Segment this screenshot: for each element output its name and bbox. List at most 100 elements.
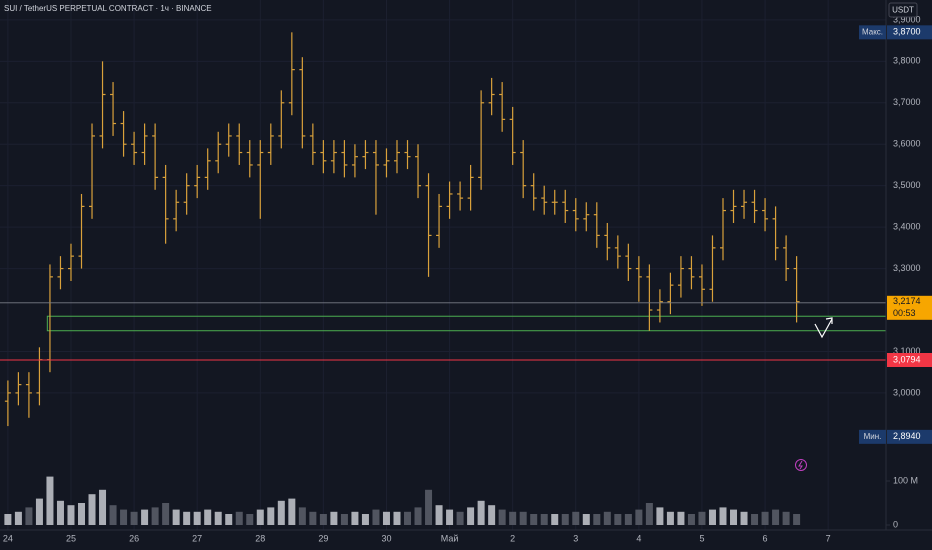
marker-label: 2,8940 — [893, 431, 921, 441]
volume-bar — [498, 509, 506, 525]
volume-bar — [225, 514, 233, 525]
volume-bar — [14, 511, 22, 525]
volume-bar — [393, 511, 401, 525]
volume-bar — [151, 507, 159, 525]
volume-bar — [677, 511, 685, 525]
volume-bar — [572, 511, 580, 525]
volume-bar — [603, 511, 611, 525]
volume-bar — [425, 489, 433, 525]
volume-bar — [467, 507, 475, 525]
volume-bar — [183, 511, 191, 525]
x-tick-label: 28 — [255, 533, 265, 543]
volume-bar — [130, 511, 138, 525]
volume-bar — [645, 503, 653, 525]
volume-bar — [120, 509, 128, 525]
volume-bar — [793, 514, 801, 525]
volume-bar — [67, 505, 75, 525]
x-tick-label: 29 — [318, 533, 328, 543]
x-tick-label: 26 — [129, 533, 139, 543]
x-tick-label: Май — [441, 533, 459, 543]
x-tick-label: 25 — [66, 533, 76, 543]
volume-bar — [477, 500, 485, 525]
volume-bar — [708, 509, 716, 525]
volume-bar — [561, 514, 569, 525]
volume-bar — [740, 511, 748, 525]
y-tick-label: 3,1000 — [893, 346, 921, 356]
marker-badge — [887, 429, 932, 444]
drawing-arrow[interactable] — [814, 318, 833, 339]
event-icon-bolt — [798, 460, 803, 470]
volume-bar — [519, 511, 527, 525]
marker-badge — [887, 25, 932, 40]
x-tick-label: 3 — [573, 533, 578, 543]
volume-bar — [761, 511, 769, 525]
marker-name-box — [859, 429, 886, 444]
volume-bar — [372, 509, 380, 525]
volume-bar — [162, 503, 170, 525]
marker-name: Макс. — [862, 27, 883, 36]
volume-bar — [751, 514, 759, 525]
volume-bar — [78, 503, 86, 525]
event-icon[interactable] — [795, 459, 807, 471]
volume-bar — [719, 507, 727, 525]
volume-bar — [319, 514, 327, 525]
volume-bar — [172, 509, 180, 525]
drawing-arrow-head[interactable] — [825, 317, 833, 324]
x-tick-label: 30 — [381, 533, 391, 543]
y-tick-label: 3,4000 — [893, 222, 921, 232]
volume-bar — [382, 511, 390, 525]
volume-bar — [193, 511, 201, 525]
volume-bar — [509, 511, 517, 525]
volume-bar — [698, 511, 706, 525]
volume-bar — [656, 507, 664, 525]
volume-bar — [267, 507, 275, 525]
currency-label[interactable]: USDT — [892, 6, 914, 15]
last-price-badge — [887, 295, 932, 320]
volume-bar — [540, 514, 548, 525]
volume-bar — [782, 511, 790, 525]
alert-badge — [887, 353, 932, 368]
y-tick-label: 3,9000 — [893, 14, 921, 24]
volume-bar — [488, 505, 496, 525]
volume-bar — [235, 511, 243, 525]
volume-bar — [666, 511, 674, 525]
y-tick-label: 3,8000 — [893, 56, 921, 66]
x-tick-label: 7 — [826, 533, 831, 543]
x-tick-label: 6 — [763, 533, 768, 543]
x-tick-label: 27 — [192, 533, 202, 543]
marker-name-box — [859, 25, 886, 40]
volume-bar — [256, 509, 264, 525]
volume-bar — [361, 514, 369, 525]
volume-bar — [582, 514, 590, 525]
axis-layer: 3,9000 3,8000 3,7000 3,6000 3,5000 3,4000 3,30… — [3, 14, 932, 543]
marker-label: 3,8700 — [893, 27, 921, 37]
plot-layer — [0, 32, 887, 525]
volume-bar — [288, 498, 296, 525]
volume-bar — [351, 511, 359, 525]
volume-bar — [330, 511, 338, 525]
grid-layer — [0, 0, 886, 530]
y-tick-label: 3,3000 — [893, 263, 921, 273]
volume-bar — [414, 507, 422, 525]
volume-bar — [635, 509, 643, 525]
volume-bar — [204, 509, 212, 525]
volume-bar — [456, 511, 464, 525]
x-tick-label: 5 — [699, 533, 704, 543]
volume-bar — [551, 514, 559, 525]
volume-bar — [56, 500, 64, 525]
volume-bar — [340, 514, 348, 525]
volume-bar — [35, 498, 43, 525]
volume-bar — [88, 494, 96, 525]
currency-box[interactable] — [888, 2, 918, 18]
volume-bar — [309, 511, 317, 525]
countdown-label: 00:53 — [893, 308, 916, 318]
y-tick-label: 3,0000 — [893, 387, 921, 397]
volume-bar — [46, 476, 54, 525]
volume-bar — [624, 514, 632, 525]
volume-bar — [214, 511, 222, 525]
last-price-label: 3,2174 — [893, 296, 921, 306]
volume-bar — [593, 514, 601, 525]
x-tick-label: 24 — [3, 533, 13, 543]
